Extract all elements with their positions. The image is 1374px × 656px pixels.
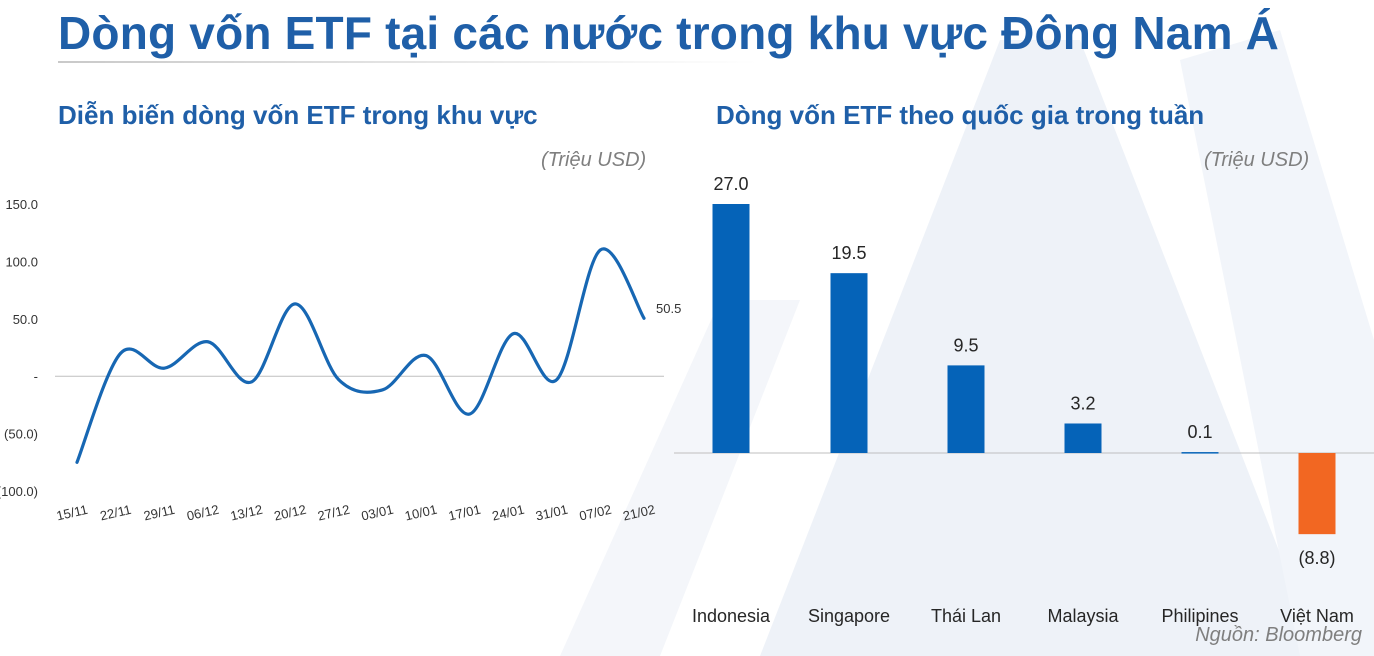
line-chart-title: Diễn biến dòng vốn ETF trong khu vực — [58, 100, 538, 130]
source-note: Nguồn: Bloomberg — [1195, 624, 1362, 646]
x-tick-label: 22/11 — [99, 502, 133, 524]
data-point — [206, 340, 210, 344]
bar-chart-unit: (Triệu USD) — [1204, 149, 1310, 171]
bar-value-label: 9.5 — [953, 335, 978, 355]
end-value-label: 50.5 — [656, 301, 681, 316]
y-tick-label: (100.0) — [0, 484, 38, 499]
data-point — [337, 378, 341, 382]
x-tick-label: 27/12 — [316, 502, 351, 524]
bar-value-label: 19.5 — [831, 243, 866, 263]
x-tick-label: 24/01 — [491, 502, 526, 524]
data-point — [380, 388, 384, 392]
x-tick-label: 15/11 — [55, 502, 89, 524]
data-point — [119, 351, 123, 355]
category-label: Việt Nam — [1280, 606, 1354, 626]
data-point — [598, 248, 602, 252]
bar — [1064, 423, 1102, 453]
data-point — [468, 412, 471, 416]
category-label: Singapore — [808, 606, 890, 626]
bar — [947, 365, 985, 453]
data-point — [293, 302, 297, 306]
series-line — [75, 247, 646, 464]
y-tick-label: - — [34, 369, 38, 384]
bar-value-label: 0.1 — [1187, 422, 1212, 442]
x-tick-label: 20/12 — [273, 502, 308, 524]
data-point — [555, 378, 559, 382]
bar-value-label: (8.8) — [1298, 548, 1335, 568]
x-tick-label: 17/01 — [447, 502, 482, 524]
bar-value-label: 3.2 — [1070, 393, 1095, 413]
data-point — [511, 332, 515, 336]
x-tick-label: 07/02 — [578, 502, 613, 524]
data-point — [642, 316, 646, 320]
line-chart-unit: (Triệu USD) — [541, 149, 647, 171]
y-tick-label: (50.0) — [4, 427, 38, 442]
x-tick-label: 10/01 — [403, 502, 438, 524]
data-point — [250, 380, 253, 384]
bar — [1181, 452, 1219, 454]
y-tick-label: 150.0 — [5, 197, 38, 212]
x-tick-label: 03/01 — [360, 502, 395, 524]
x-tick-label: 21/02 — [621, 502, 656, 524]
x-tick-label: 06/12 — [185, 502, 220, 524]
x-tick-label: 31/01 — [534, 502, 569, 524]
data-point — [162, 366, 166, 370]
bar — [712, 204, 750, 453]
data-point — [424, 354, 428, 357]
category-label: Philipines — [1161, 606, 1238, 626]
category-label: Indonesia — [692, 606, 771, 626]
y-tick-label: 100.0 — [5, 254, 38, 269]
y-tick-label: 50.0 — [13, 312, 38, 327]
bar-chart-title: Dòng vốn ETF theo quốc gia trong tuần — [716, 100, 1205, 130]
category-label: Malaysia — [1047, 606, 1119, 626]
bar — [830, 273, 868, 453]
bar-value-label: 27.0 — [713, 174, 748, 194]
line-chart: 150.0 100.0 50.0 - (50.0) (100.0) 15/11 22/11 29… — [0, 197, 681, 524]
category-label: Thái Lan — [931, 606, 1001, 626]
data-point — [75, 460, 79, 464]
page-title: Dòng vốn ETF tại các nước trong khu vực … — [58, 7, 1280, 59]
bar — [1298, 453, 1336, 535]
title-underline — [58, 61, 758, 63]
x-tick-label: 13/12 — [229, 502, 264, 524]
x-tick-label: 29/11 — [142, 502, 176, 524]
